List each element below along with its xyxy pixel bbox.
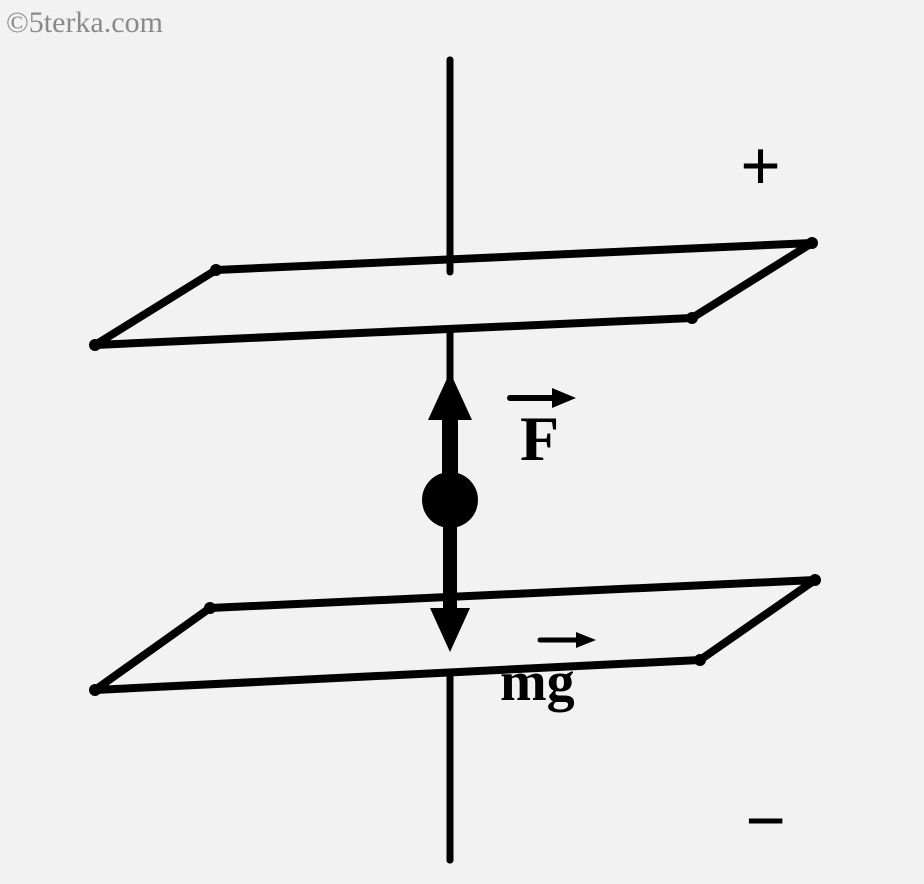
plate-corner-dot xyxy=(89,684,101,696)
minus-label: − xyxy=(745,781,786,861)
charge-dot xyxy=(422,472,478,528)
plate-corner-dot xyxy=(806,237,818,249)
f-label: F xyxy=(520,403,559,474)
plate-corner-dot xyxy=(210,264,222,276)
mg-label: mg xyxy=(500,651,575,713)
plate-corner-dot xyxy=(204,602,216,614)
plate-corner-dot xyxy=(694,654,706,666)
plate-corner-dot xyxy=(809,574,821,586)
watermark: ©5terka.com xyxy=(6,6,163,40)
plate-corner-dot xyxy=(89,339,101,351)
physics-diagram: + − F mg xyxy=(0,0,924,884)
plate-corner-dot xyxy=(686,312,698,324)
plus-label: + xyxy=(740,126,781,206)
